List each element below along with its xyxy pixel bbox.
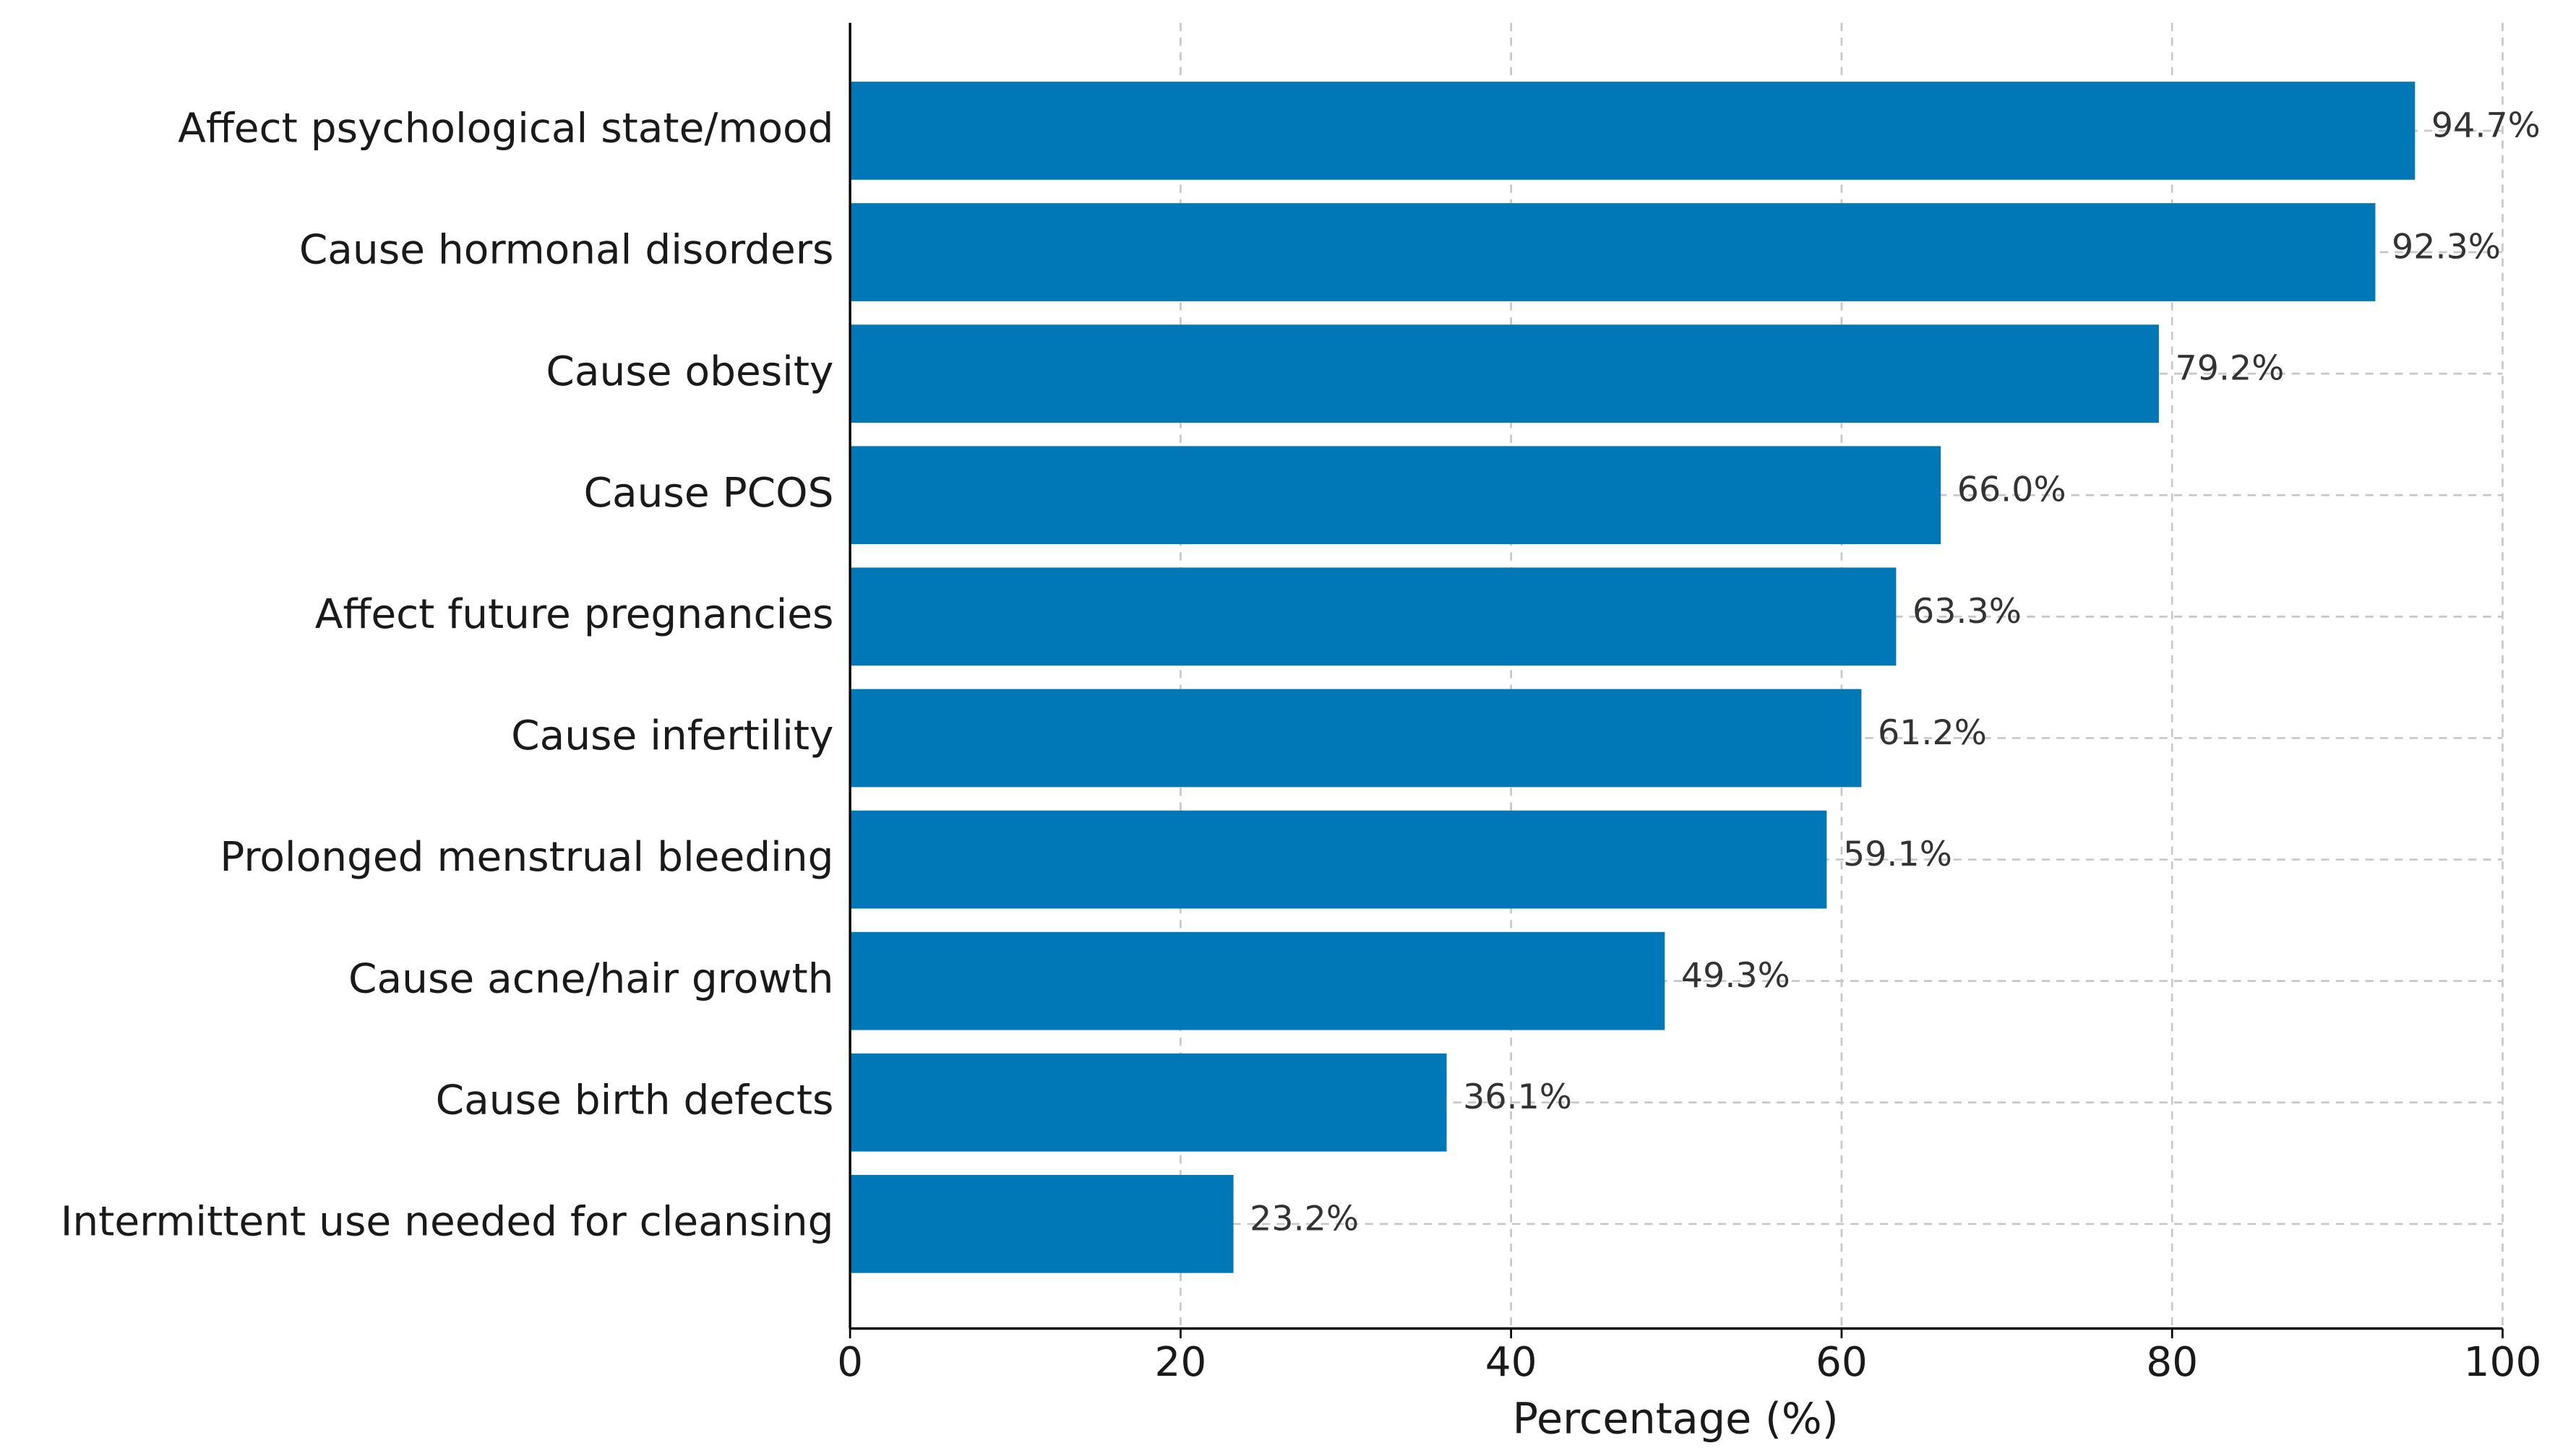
x-tick-label: 0 — [837, 1339, 863, 1386]
value-label: 23.2% — [1250, 1199, 1359, 1239]
value-label: 61.2% — [1878, 713, 1987, 753]
bar — [850, 567, 1897, 666]
bar — [850, 1053, 1447, 1152]
bar — [850, 82, 2416, 180]
y-tick-label: Affect psychological state/mood — [178, 105, 833, 152]
bar — [850, 324, 2159, 423]
x-tick-label: 80 — [2146, 1339, 2198, 1386]
bar — [850, 931, 1665, 1030]
x-tick-label: 100 — [2464, 1339, 2542, 1386]
value-label: 49.3% — [1681, 956, 1790, 996]
value-label: 66.0% — [1957, 470, 2066, 510]
y-tick-label: Cause PCOS — [584, 470, 834, 517]
value-label: 63.3% — [1912, 592, 2022, 632]
x-tick-label: 60 — [1816, 1339, 1868, 1386]
y-tick-label: Cause hormonal disorders — [299, 227, 834, 274]
value-label: 94.7% — [2431, 105, 2541, 145]
x-axis-label: Percentage (%) — [1513, 1394, 1839, 1444]
x-tick-label: 40 — [1485, 1339, 1537, 1386]
y-tick-label: Cause birth defects — [436, 1077, 834, 1124]
y-tick-label: Cause infertility — [511, 712, 833, 759]
y-tick-label: Prolonged menstrual bleeding — [220, 834, 833, 881]
bar — [850, 810, 1827, 909]
bar — [850, 203, 2376, 301]
value-label: 79.2% — [2176, 349, 2285, 389]
bar — [850, 1175, 1234, 1273]
value-label: 36.1% — [1463, 1077, 1572, 1117]
x-tick-label: 20 — [1154, 1339, 1206, 1386]
y-tick-label: Cause acne/hair growth — [348, 955, 833, 1002]
value-label: 92.3% — [2392, 228, 2501, 267]
y-tick-label: Affect future pregnancies — [315, 591, 834, 638]
y-tick-label: Cause obesity — [546, 348, 833, 395]
bar — [850, 689, 1862, 788]
y-tick-label: Intermittent use needed for cleansing — [61, 1198, 834, 1245]
value-label: 59.1% — [1843, 835, 1952, 874]
bar — [850, 446, 1941, 545]
